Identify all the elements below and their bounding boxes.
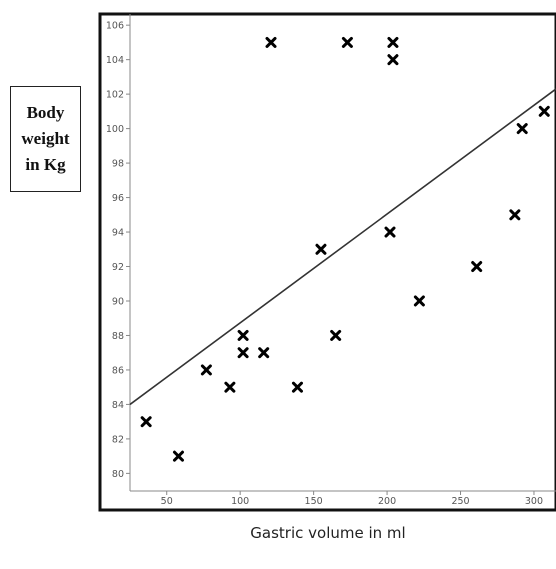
x-axis-label: Gastric volume in ml	[250, 524, 406, 542]
data-point	[516, 123, 528, 135]
data-point	[387, 54, 399, 66]
y-axis-label: Body weight in Kg	[10, 86, 81, 192]
y-tick-label: 92	[112, 262, 124, 273]
data-point	[509, 209, 521, 221]
x-axis: 50 100 150 200 250 300	[130, 490, 556, 507]
plot-frame	[98, 12, 556, 512]
y-tick-label: 82	[112, 434, 124, 445]
data-point	[384, 226, 396, 238]
y-tick-label: 106	[106, 21, 124, 32]
x-tick-label: 300	[525, 496, 543, 507]
data-point	[341, 36, 353, 48]
x-tick-label: 50	[161, 496, 173, 507]
y-tick-label: 100	[106, 124, 124, 135]
data-point	[200, 364, 212, 376]
y-tick-label: 104	[106, 55, 124, 66]
y-tick-label: 84	[112, 400, 124, 411]
y-tick-label: 102	[106, 90, 124, 101]
y-tick-label: 96	[112, 193, 124, 204]
data-points	[140, 36, 550, 462]
y-tick-label: 86	[112, 365, 124, 376]
data-point	[237, 347, 249, 359]
data-point	[538, 105, 550, 117]
data-point	[265, 36, 277, 48]
y-axis: 80 82 84 86 88 90 92 94 96 98 100 102 104 106	[106, 14, 131, 491]
y-tick-label: 98	[112, 159, 124, 170]
data-point	[413, 295, 425, 307]
y-tick-label: 88	[112, 331, 124, 342]
data-point	[387, 36, 399, 48]
data-point	[315, 243, 327, 255]
data-point	[224, 381, 236, 393]
data-point	[258, 347, 270, 359]
x-tick-label: 100	[231, 496, 249, 507]
data-point	[291, 381, 303, 393]
y-tick-label: 94	[112, 228, 124, 239]
y-tick-label: 80	[112, 469, 124, 480]
data-point	[471, 261, 483, 273]
data-point	[237, 329, 249, 341]
x-tick-label: 200	[378, 496, 396, 507]
x-tick-label: 150	[305, 496, 323, 507]
data-point	[140, 416, 152, 428]
y-tick-label: 90	[112, 296, 124, 307]
x-tick-label: 250	[451, 496, 469, 507]
trendline	[129, 88, 556, 406]
data-point	[172, 450, 184, 462]
data-point	[330, 329, 342, 341]
